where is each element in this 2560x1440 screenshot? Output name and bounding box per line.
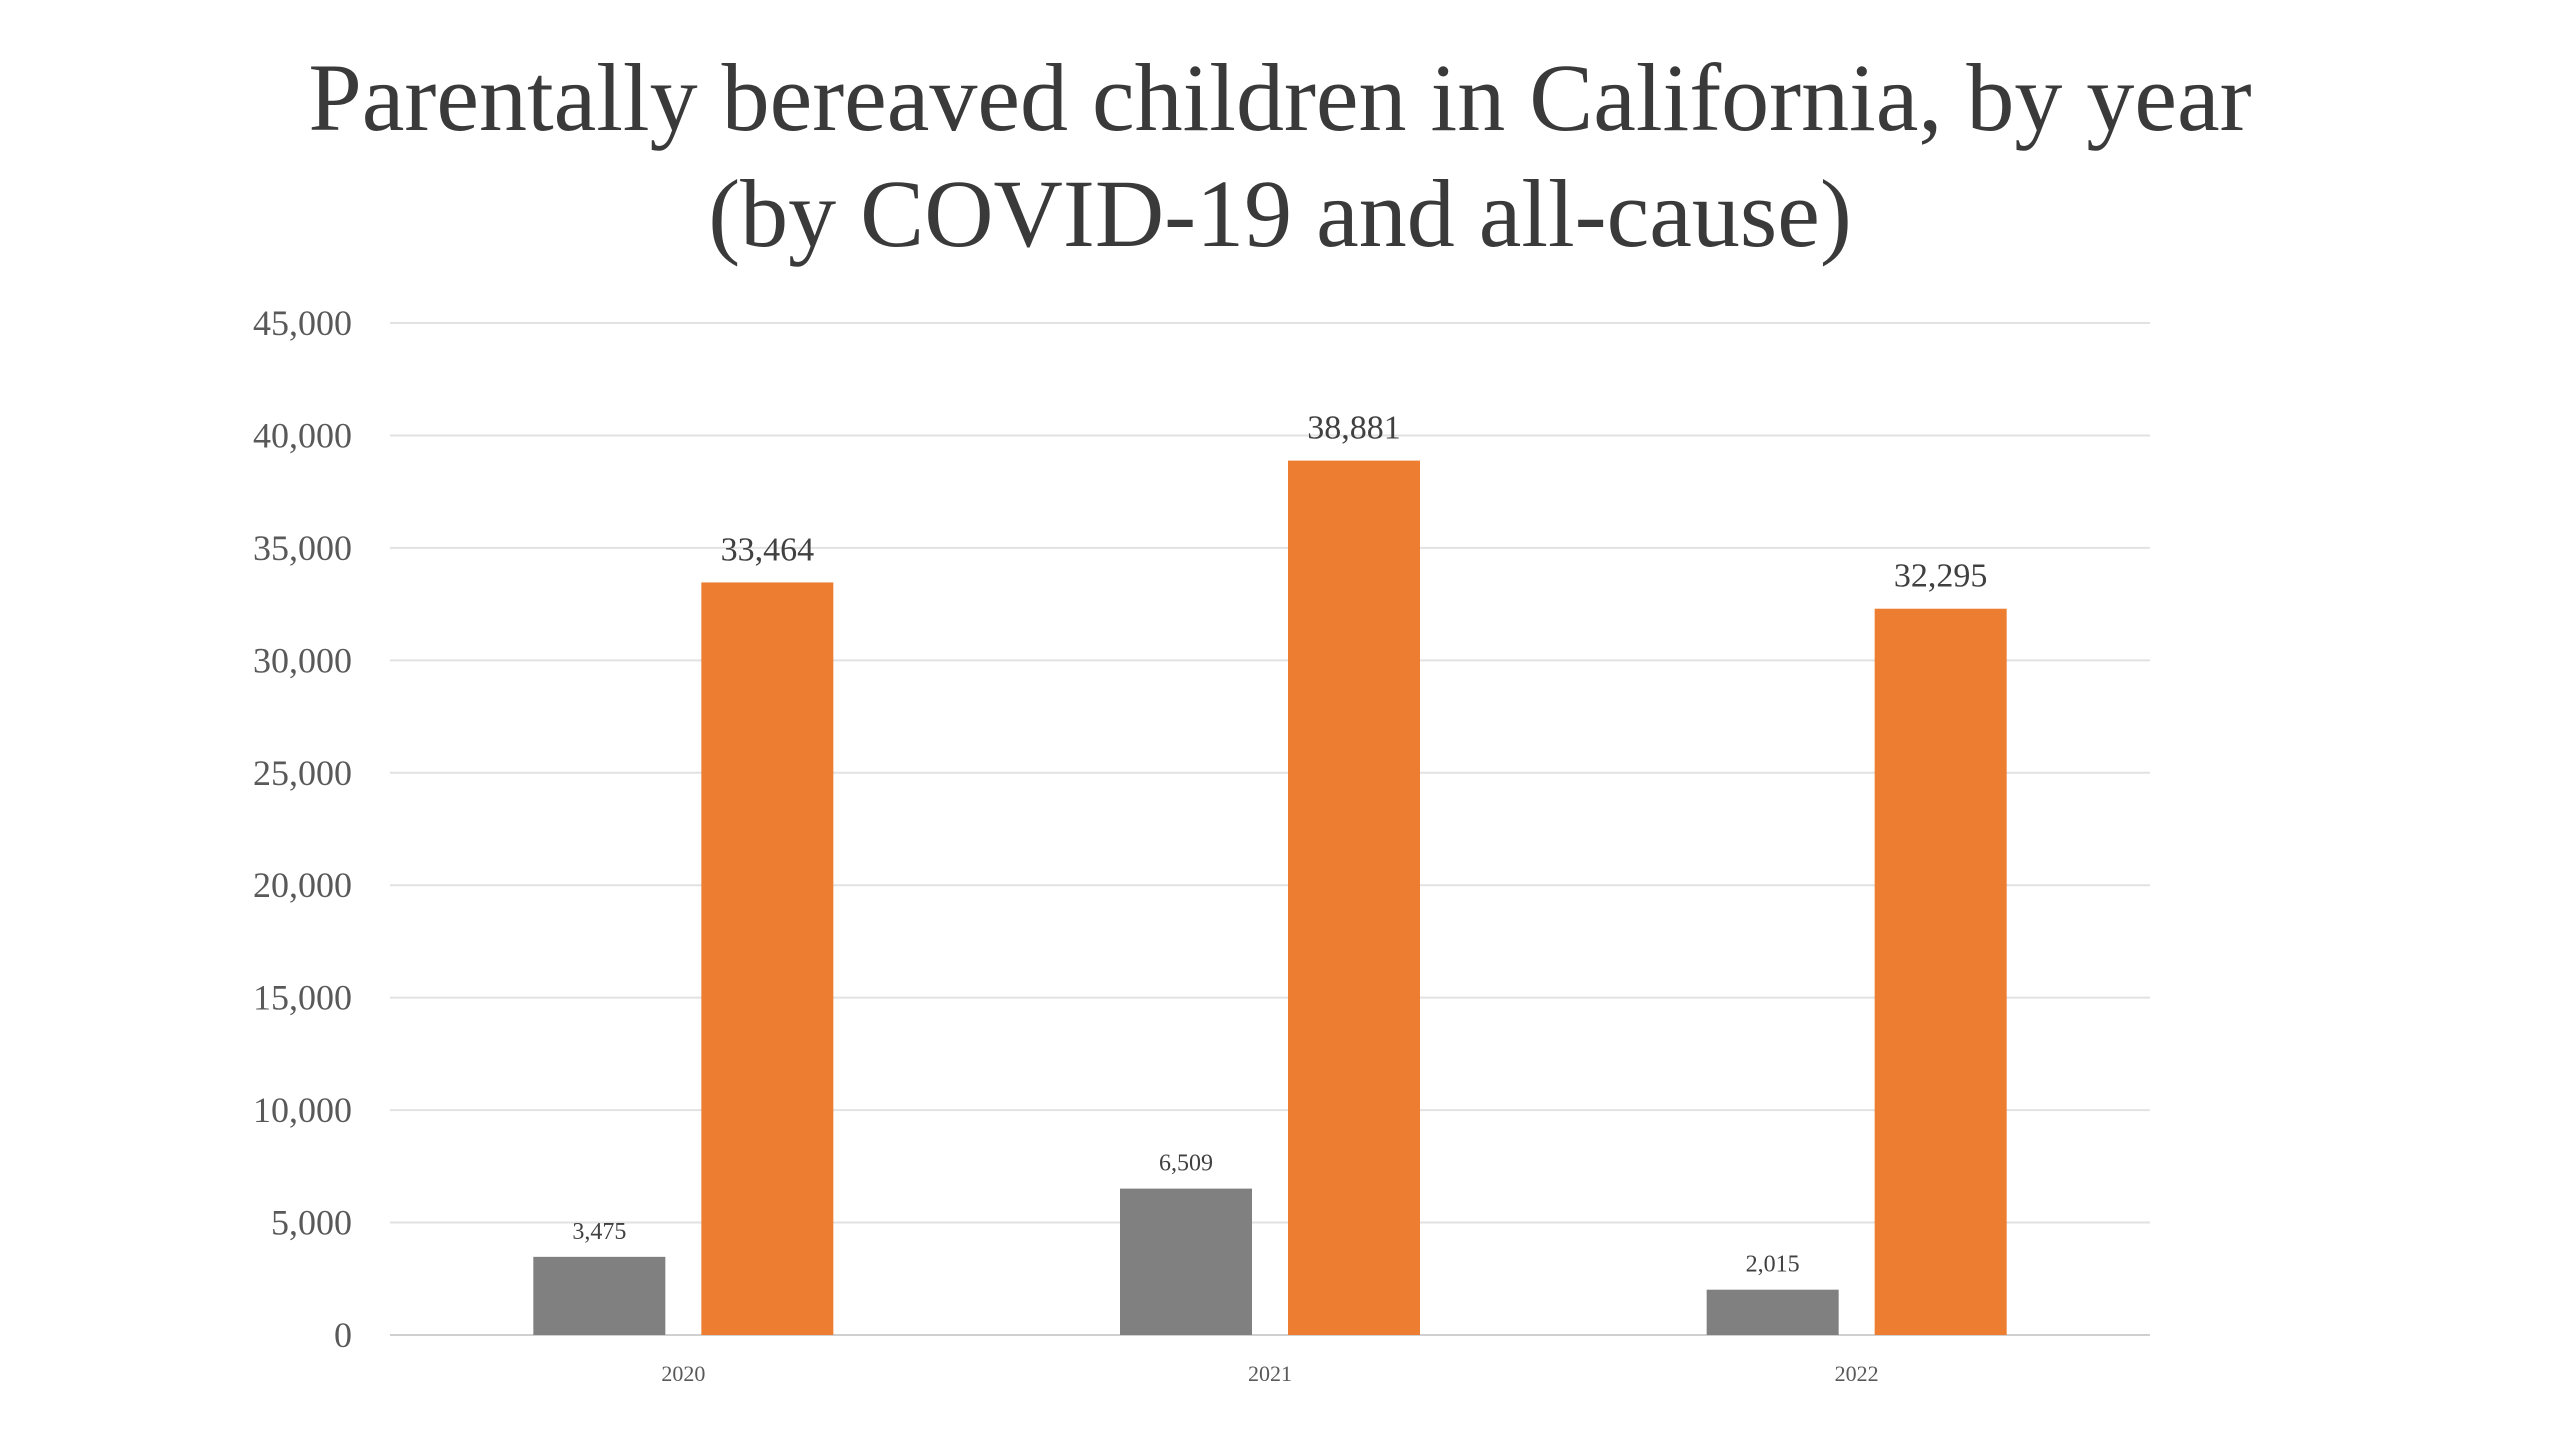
data-label: 3,475 [572, 1219, 626, 1245]
data-label: 6,509 [1159, 1151, 1213, 1177]
bar-2020-series-2 [701, 582, 834, 1335]
bar-2022-series-1 [1706, 1289, 1839, 1335]
data-label: 33,464 [721, 531, 815, 568]
bar-2020-series-1 [533, 1256, 666, 1335]
x-tick-label: 2020 [661, 1361, 705, 1386]
y-tick-label: 40,000 [253, 415, 352, 455]
data-label: 38,881 [1307, 410, 1401, 447]
gridlines [390, 322, 2150, 1336]
y-tick-label: 15,000 [253, 978, 352, 1018]
y-tick-label: 5,000 [271, 1203, 352, 1243]
data-label: 32,295 [1894, 558, 1988, 595]
x-tick-label: 2021 [1248, 1361, 1292, 1386]
y-tick-label: 45,000 [253, 303, 352, 343]
bars: 3,475 33,464 6,509 38,881 2,015 32,295 [533, 410, 2007, 1335]
data-label: 2,015 [1746, 1252, 1800, 1278]
y-tick-label: 35,000 [253, 528, 352, 568]
bar-2021-series-2 [1288, 460, 1420, 1335]
y-tick-label: 10,000 [253, 1090, 352, 1130]
x-axis: 2020 2021 2022 [661, 1361, 1878, 1386]
y-tick-label: 20,000 [253, 865, 352, 905]
y-tick-label: 30,000 [253, 640, 352, 680]
chart-title-line-1: Parentally bereaved children in Californ… [308, 44, 2252, 151]
y-tick-label: 0 [334, 1315, 352, 1355]
y-axis: 0 5,000 10,000 15,000 20,000 25,000 30,000 35,0… [253, 303, 352, 1355]
y-tick-label: 25,000 [253, 753, 352, 793]
chart-title: Parentally bereaved children in Californ… [0, 40, 2560, 272]
bar-2021-series-1 [1120, 1188, 1252, 1335]
x-tick-label: 2022 [1835, 1361, 1879, 1386]
bar-2022-series-2 [1874, 608, 2007, 1335]
chart-title-line-2: (by COVID-19 and all-cause) [708, 160, 1852, 267]
